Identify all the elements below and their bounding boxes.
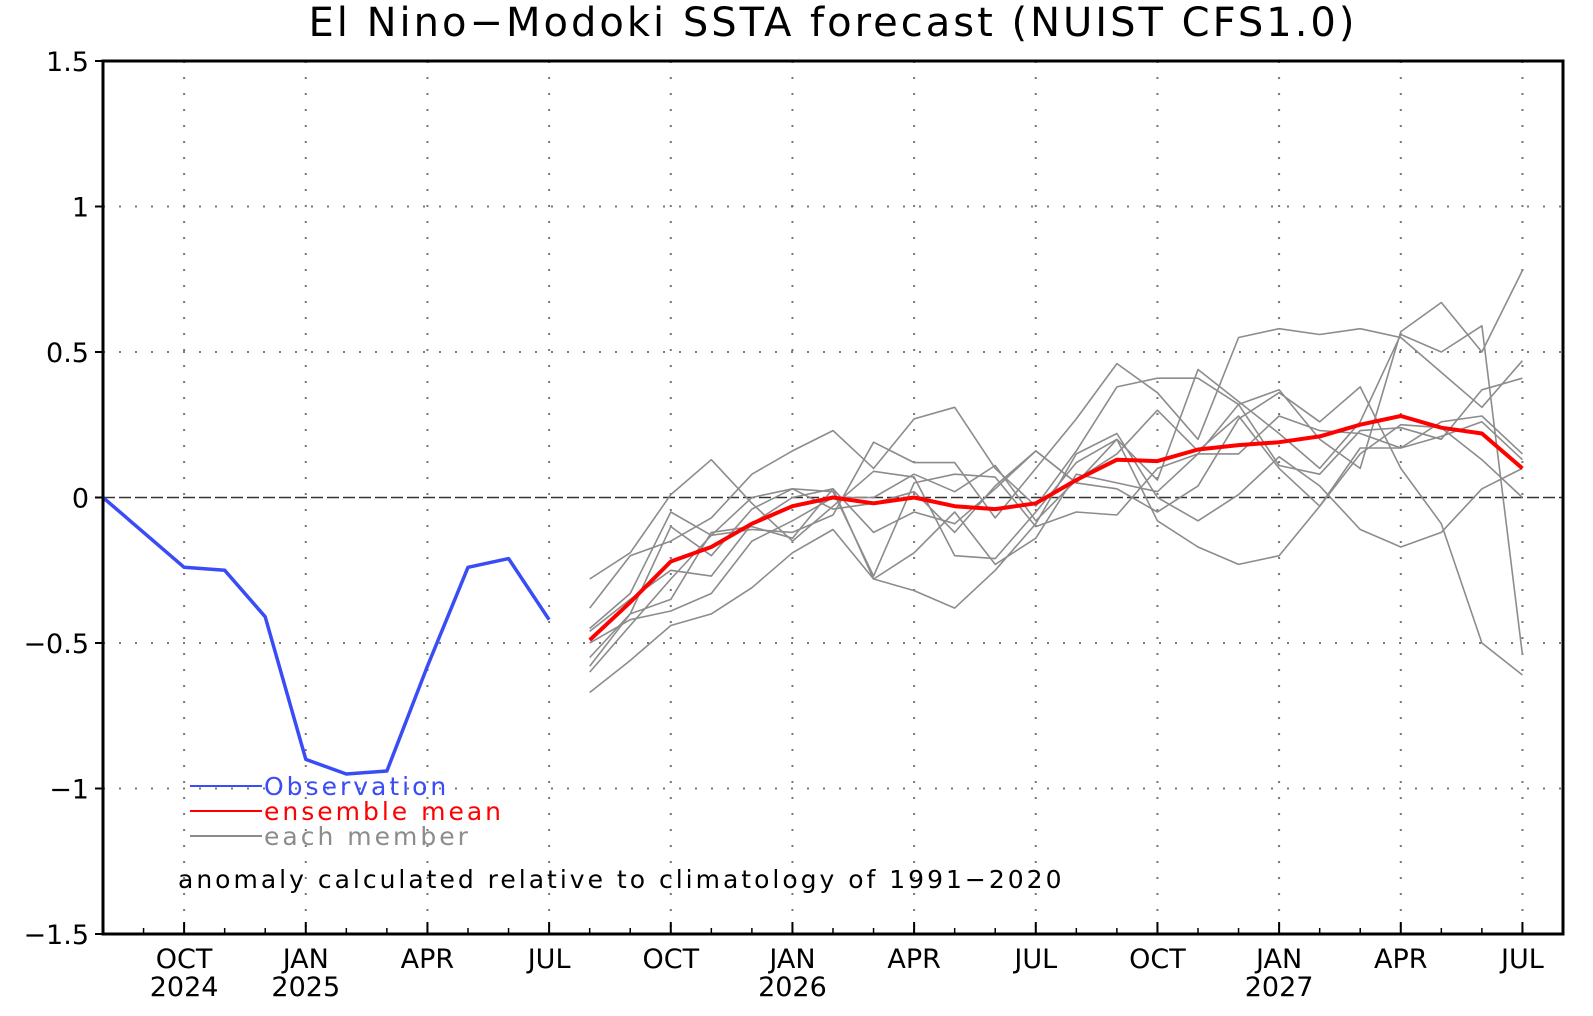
x-tick-label: OCT <box>156 944 213 975</box>
x-tick-label: JAN <box>767 944 815 975</box>
x-tick-year-label: 2027 <box>1245 972 1314 1003</box>
y-tick-label: −0.5 <box>23 629 89 660</box>
y-axis: 1.5 1 0.5 0 −0.5 −1 −1.5 <box>23 47 103 951</box>
y-tick-label: 0.5 <box>46 338 89 369</box>
member-line <box>589 409 1523 644</box>
observation-line <box>101 496 551 776</box>
member-line <box>589 377 1523 659</box>
legend: Observation ensemble mean each member <box>190 772 504 851</box>
y-tick-label: −1 <box>49 775 89 806</box>
y-tick-label: 1 <box>72 193 89 224</box>
x-tick-year-label: 2024 <box>150 972 219 1003</box>
climatology-annotation: anomaly calculated relative to climatolo… <box>178 865 1064 894</box>
ensemble-mean-line <box>588 414 1524 642</box>
member-line <box>589 270 1524 609</box>
chart-title: El Nino−Modoki SSTA forecast (NUIST CFS1… <box>309 0 1358 46</box>
x-tick-label: JUL <box>1499 944 1544 975</box>
member-line <box>589 386 1523 676</box>
x-tick-label: JAN <box>1254 944 1302 975</box>
member-line <box>589 327 1524 630</box>
x-tick-label: APR <box>887 944 941 975</box>
ensemble-mean-series <box>588 414 1524 642</box>
member-line <box>589 432 1523 694</box>
observation-series <box>101 496 551 776</box>
y-tick-label: 1.5 <box>46 47 89 78</box>
x-tick-label: JAN <box>281 944 329 975</box>
x-tick-label: JUL <box>1012 944 1057 975</box>
x-tick-label: JUL <box>526 944 571 975</box>
member-line <box>589 415 1523 667</box>
member-line <box>589 420 1523 633</box>
legend-label-ensemble-mean: ensemble mean <box>264 797 504 826</box>
legend-label-observation: Observation <box>264 772 449 801</box>
x-tick-label: APR <box>401 944 455 975</box>
x-tick-year-label: 2025 <box>271 972 340 1003</box>
x-tick-label: OCT <box>1129 944 1186 975</box>
legend-label-each-member: each member <box>264 822 471 851</box>
member-lines <box>589 270 1524 694</box>
y-tick-label: −1.5 <box>23 920 89 951</box>
x-tick-label: OCT <box>642 944 699 975</box>
grid <box>103 61 1563 934</box>
y-tick-label: 0 <box>72 484 89 515</box>
x-tick-year-label: 2026 <box>758 972 827 1003</box>
x-tick-label: APR <box>1374 944 1428 975</box>
